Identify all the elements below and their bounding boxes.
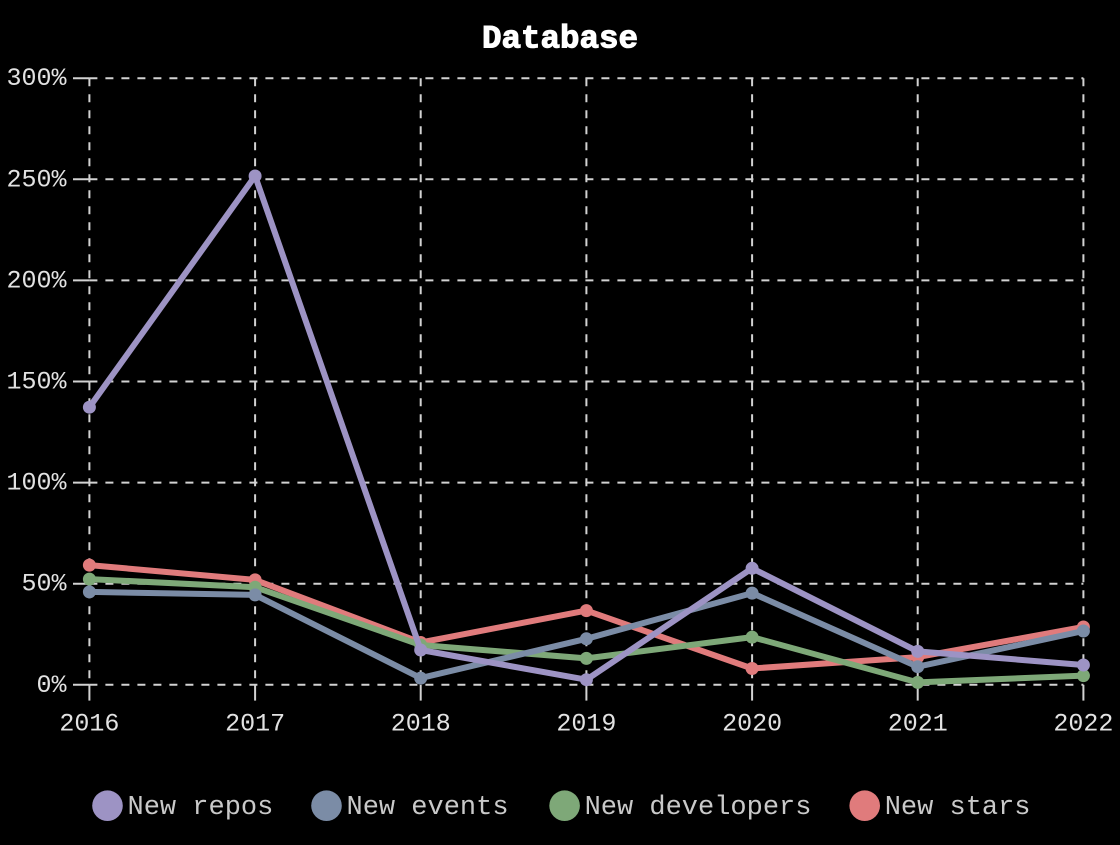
svg-text:250%: 250% xyxy=(6,165,67,194)
svg-text:2019: 2019 xyxy=(556,710,616,739)
svg-text:New developers: New developers xyxy=(585,793,812,823)
svg-text:2022: 2022 xyxy=(1053,710,1113,739)
svg-text:Database: Database xyxy=(482,21,638,58)
svg-text:2016: 2016 xyxy=(59,710,119,739)
svg-text:New events: New events xyxy=(347,793,509,823)
svg-text:New stars: New stars xyxy=(885,793,1031,823)
svg-text:0%: 0% xyxy=(36,671,67,700)
svg-text:100%: 100% xyxy=(6,469,67,498)
svg-text:150%: 150% xyxy=(6,368,67,397)
svg-text:50%: 50% xyxy=(21,570,67,599)
svg-text:2021: 2021 xyxy=(888,710,948,739)
svg-text:300%: 300% xyxy=(6,64,67,93)
svg-text:2020: 2020 xyxy=(722,710,782,739)
svg-text:2017: 2017 xyxy=(225,710,285,739)
svg-text:2018: 2018 xyxy=(391,710,451,739)
svg-text:New repos: New repos xyxy=(128,793,274,823)
svg-text:200%: 200% xyxy=(6,266,67,295)
